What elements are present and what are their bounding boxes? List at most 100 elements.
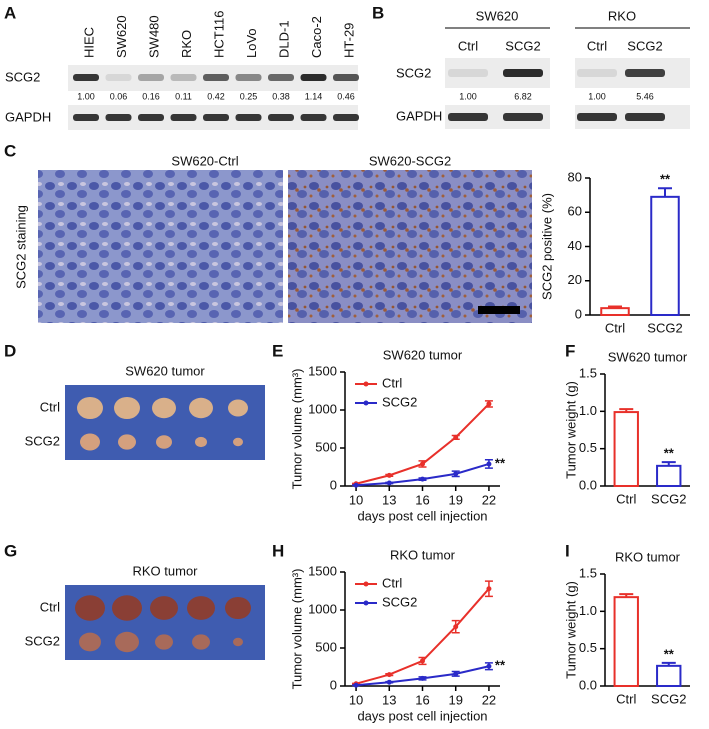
- band-value: 0.11: [175, 91, 192, 101]
- legend-label: SCG2: [382, 394, 417, 409]
- band: [577, 69, 617, 77]
- band: [235, 114, 262, 121]
- row-label: GAPDH: [5, 109, 51, 124]
- y-tick-label: 40: [568, 238, 582, 253]
- y-tick-label: 0.0: [579, 477, 597, 492]
- legend-marker: [363, 400, 369, 406]
- tumor: [156, 435, 172, 449]
- panel-label: D: [4, 341, 16, 360]
- y-tick-label: 0: [330, 677, 337, 692]
- band: [625, 69, 665, 77]
- x-tick-label: 10: [349, 692, 363, 707]
- x-tick-label: 19: [448, 492, 462, 507]
- point: [420, 675, 425, 681]
- lane-label: RKO: [179, 30, 194, 58]
- point: [420, 461, 425, 467]
- tumor: [77, 396, 103, 420]
- y-tick-label: 1000: [308, 401, 337, 416]
- bar: [613, 596, 639, 687]
- point: [353, 482, 359, 488]
- annotation: **: [660, 172, 671, 187]
- point: [386, 480, 392, 486]
- band-value: 1.00: [77, 91, 95, 101]
- panel-label: E: [272, 341, 283, 360]
- band: [268, 74, 294, 81]
- x-tick-label: 16: [415, 692, 429, 707]
- ihc-image: [38, 170, 283, 323]
- y-tick-label: 1.5: [579, 565, 597, 580]
- band: [300, 114, 327, 121]
- y-tick-label: 1500: [308, 563, 337, 578]
- band: [73, 74, 99, 81]
- y-tick-label: 1000: [308, 601, 337, 616]
- point: [453, 471, 459, 477]
- legend-marker: [363, 581, 369, 587]
- error-bar: [661, 661, 676, 666]
- band: [138, 114, 164, 121]
- row-label: SCG2: [25, 633, 60, 648]
- y-tick-label: 1500: [308, 363, 337, 378]
- x-axis-label: days post cell injection: [357, 508, 487, 523]
- band-value: 6.82: [514, 91, 532, 101]
- legend-label: Ctrl: [382, 375, 402, 390]
- y-axis-label: Tumor volume (mm³): [289, 569, 304, 690]
- tumor: [75, 595, 105, 621]
- tumor: [112, 595, 142, 621]
- tumor: [192, 634, 210, 650]
- annotation: **: [664, 646, 675, 661]
- y-tick-label: 1.0: [579, 603, 597, 618]
- legend-marker: [363, 381, 369, 387]
- point: [453, 624, 459, 630]
- y-tick-label: 80: [568, 169, 582, 184]
- image-title: SW620-Ctrl: [171, 153, 238, 168]
- tumor: [80, 433, 100, 451]
- point: [420, 476, 425, 482]
- band-value: 0.38: [272, 91, 290, 101]
- row-label: GAPDH: [396, 108, 442, 123]
- scale-bar: [478, 306, 520, 314]
- tumor: [233, 637, 243, 647]
- panel-label: A: [4, 3, 16, 22]
- lane-label: SW480: [146, 15, 161, 58]
- group-label: SW620: [476, 8, 519, 23]
- tumor: [233, 437, 243, 447]
- error-bar: [658, 187, 672, 197]
- lane-label: Caco-2: [309, 16, 324, 58]
- tumor: [189, 397, 213, 419]
- band-value: 0.46: [337, 91, 355, 101]
- x-tick-label: SCG2: [651, 491, 686, 506]
- error-bar: [608, 305, 622, 309]
- y-tick-label: 0.0: [579, 677, 597, 692]
- point: [386, 472, 392, 478]
- point: [386, 672, 392, 678]
- band-value: 0.06: [110, 91, 128, 101]
- chart-title: SW620 tumor: [608, 349, 688, 364]
- y-axis-label: Tumor weight (g): [563, 581, 578, 679]
- tumor: [225, 596, 251, 620]
- tumor: [114, 396, 140, 420]
- band: [203, 114, 229, 121]
- row-label: Ctrl: [40, 399, 60, 414]
- band: [203, 74, 229, 81]
- annotation: **: [495, 455, 506, 470]
- band: [333, 114, 359, 121]
- band: [333, 74, 359, 81]
- x-tick-label: SCG2: [647, 320, 682, 335]
- band: [448, 69, 488, 77]
- band: [170, 74, 197, 81]
- legend-label: SCG2: [382, 594, 417, 609]
- band: [625, 113, 665, 121]
- band: [448, 113, 488, 121]
- group-label: RKO: [608, 8, 636, 23]
- bar: [650, 195, 680, 316]
- lane-label: Ctrl: [458, 38, 478, 53]
- lane-label: SCG2: [505, 38, 540, 53]
- lane-label: SCG2: [627, 38, 662, 53]
- annotation: **: [664, 446, 675, 461]
- lane-label: HT-29: [341, 23, 356, 58]
- band: [577, 113, 617, 121]
- tumor: [155, 634, 173, 650]
- band: [300, 74, 327, 81]
- x-tick-label: SCG2: [651, 691, 686, 706]
